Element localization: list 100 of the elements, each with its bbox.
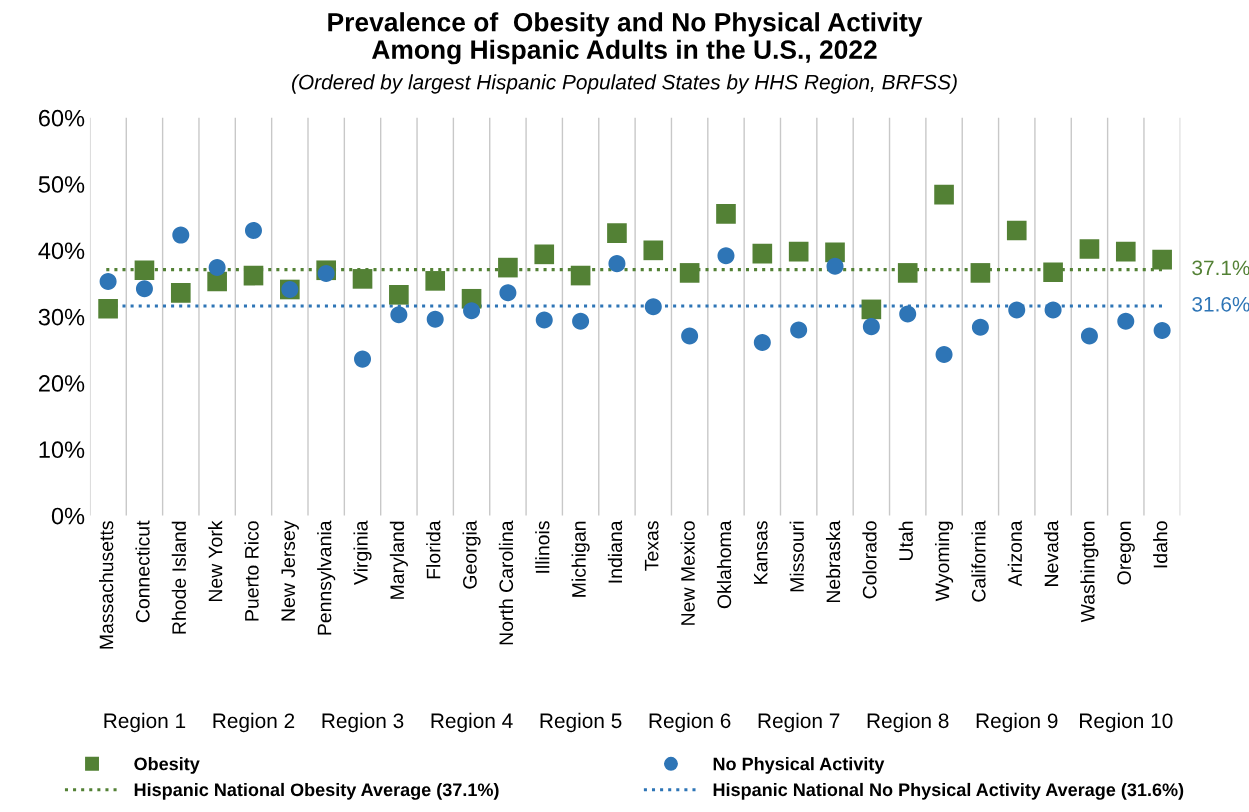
y-tick-label: 40% (38, 242, 85, 260)
x-tick-label: Georgia (462, 520, 481, 589)
x-tick-label: Michigan (571, 521, 590, 597)
point (679, 263, 700, 283)
x-tick-label: North Carolina (498, 520, 514, 645)
point (752, 243, 773, 264)
y-tick-label: 0% (51, 507, 85, 525)
point (208, 259, 226, 277)
point (172, 226, 190, 244)
point (1044, 301, 1062, 319)
point (244, 221, 262, 239)
point (1043, 262, 1063, 283)
x-tick-label: Rhode Island (171, 521, 187, 634)
x-tick-label: Missouri (789, 521, 804, 592)
y-tick-label: 10% (39, 441, 85, 459)
x-tick-label: Illinois (535, 521, 550, 573)
text: 31.6% (1192, 296, 1249, 312)
x-tick-label: Virginia (353, 520, 372, 585)
point (498, 257, 518, 278)
y-tick-label: 50% (38, 176, 85, 193)
point (971, 318, 989, 336)
legend-label: No Physical Activity (713, 757, 885, 774)
x-tick-label: Oregon (1117, 521, 1135, 585)
point (934, 184, 954, 205)
point (753, 334, 771, 352)
legend-label: Obesity (134, 757, 200, 774)
chart-title: Prevalence of Obesity and No Physical Activity Among Hispanic Adults in the U.S., 2022 (328, 12, 923, 65)
point (99, 273, 117, 291)
text: Region 10 (1080, 712, 1173, 733)
point (170, 282, 191, 303)
x-tick-label: Wyoming (934, 521, 954, 602)
x-tick-label: Colorado (862, 521, 877, 599)
point (135, 280, 153, 298)
point (607, 223, 627, 243)
x-tick-label: Idaho (1153, 521, 1168, 568)
point (608, 255, 626, 273)
point (352, 269, 373, 289)
x-tick-label: Oklahoma (716, 520, 732, 609)
text: Region 4 (431, 712, 513, 733)
x-tick-label: Washington (1080, 521, 1099, 623)
point (1115, 241, 1136, 262)
x-tick-label: Nebraska (825, 520, 841, 603)
point (426, 310, 444, 328)
x-tick-label: Arizona (1007, 520, 1022, 587)
point (390, 306, 408, 324)
point (826, 257, 844, 275)
point (463, 302, 481, 320)
point (788, 241, 809, 262)
text: Region 5 (540, 712, 622, 733)
point (935, 345, 953, 363)
point (899, 305, 917, 323)
point (389, 284, 409, 305)
point (1117, 312, 1135, 330)
point (98, 298, 118, 319)
point (354, 350, 372, 368)
x-tick-label: Kansas (753, 521, 768, 584)
text: Region 8 (867, 712, 949, 733)
point (1153, 322, 1171, 340)
x-tick-label: Texas (644, 521, 659, 571)
point (681, 327, 699, 345)
point (862, 318, 880, 336)
text: Region 7 (758, 712, 840, 733)
x-tick-label: Maryland (389, 521, 408, 599)
point (499, 284, 517, 302)
text: Region 9 (976, 712, 1058, 733)
point (790, 321, 808, 339)
point (1006, 220, 1027, 241)
x-tick-label: Florida (426, 520, 441, 579)
point (897, 263, 918, 283)
legend-label: Hispanic National No Physical Activity Average (31.6%) (713, 782, 1184, 800)
point (1008, 301, 1026, 319)
point (970, 263, 991, 283)
point (425, 271, 446, 291)
point (644, 298, 662, 316)
y-tick-label: 30% (38, 308, 85, 326)
text: 37.1% (1192, 260, 1249, 276)
text: Region 3 (322, 712, 404, 733)
text: Region 6 (649, 712, 731, 733)
point (317, 265, 335, 283)
point (716, 204, 736, 224)
point (570, 265, 591, 286)
point (134, 260, 155, 281)
point (534, 244, 555, 265)
x-tick-label: Connecticut (135, 520, 150, 623)
y-tick-label: 20% (39, 375, 85, 392)
chart-subtitle: (Ordered by largest Hispanic Populated States by HHS Region, BRFSS) (292, 74, 957, 94)
x-tick-label: Pennsylvania (317, 520, 336, 635)
x-tick-label: Indiana (607, 520, 623, 583)
point (535, 311, 553, 329)
point (1080, 327, 1098, 345)
text: Region 1 (104, 712, 186, 733)
x-tick-label: New York (208, 520, 223, 602)
text: Region 2 (213, 712, 295, 733)
x-tick-label: Utah (898, 521, 913, 561)
point (572, 312, 590, 330)
point (861, 299, 882, 320)
point (717, 247, 735, 265)
x-tick-label: Puerto Rico (244, 521, 259, 621)
x-tick-label: Nevada (1044, 520, 1059, 586)
legend-label: Hispanic National Obesity Average (37.1%) (134, 782, 499, 800)
